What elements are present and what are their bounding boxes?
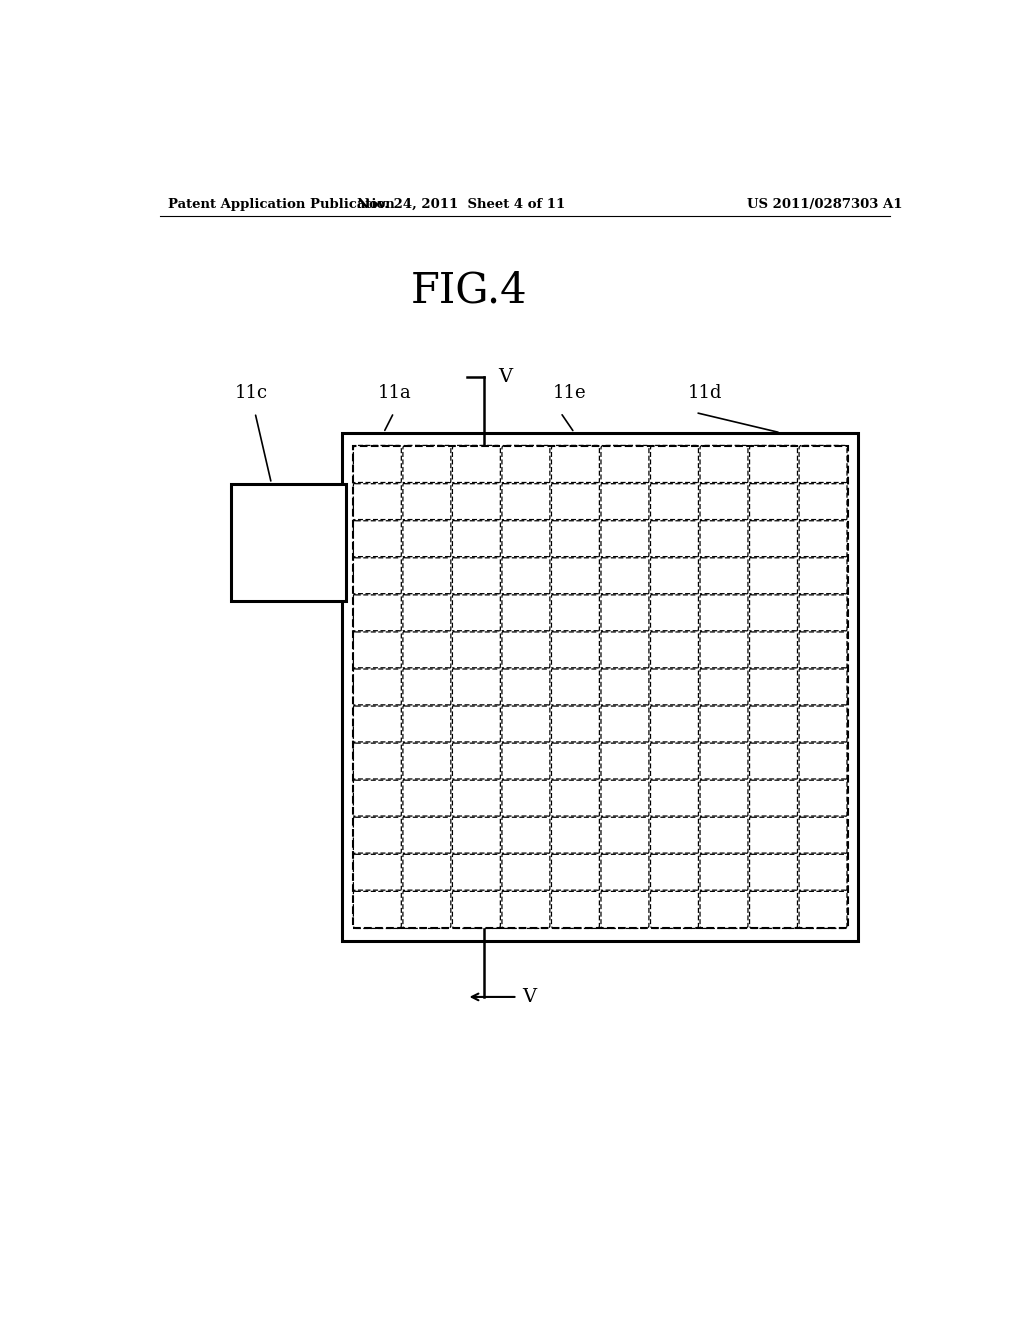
Text: V: V [499, 368, 513, 385]
Text: 11c: 11c [236, 384, 268, 403]
Text: 11e: 11e [553, 384, 586, 403]
Text: 11a: 11a [378, 384, 412, 403]
Bar [352, 446, 848, 928]
Text: V: V [522, 987, 537, 1006]
Bar [231, 483, 346, 601]
Text: US 2011/0287303 A1: US 2011/0287303 A1 [748, 198, 902, 211]
Text: 11d: 11d [687, 384, 722, 403]
Bar [342, 433, 858, 941]
Text: Nov. 24, 2011  Sheet 4 of 11: Nov. 24, 2011 Sheet 4 of 11 [357, 198, 565, 211]
Text: Patent Application Publication: Patent Application Publication [168, 198, 394, 211]
Text: FIG.4: FIG.4 [411, 269, 527, 312]
